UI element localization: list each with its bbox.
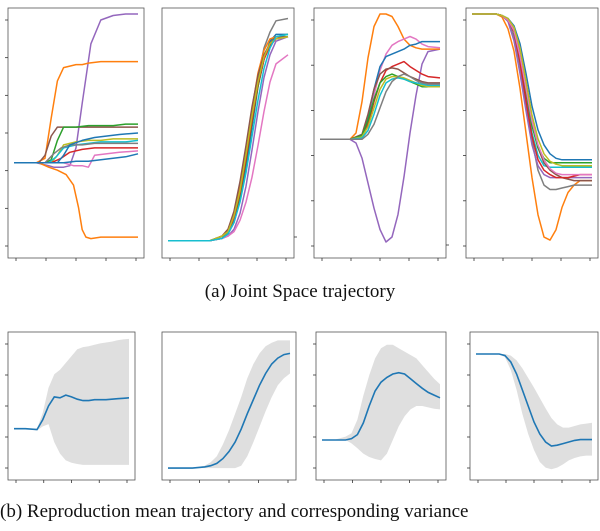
- mean-trajectory-line: [14, 394, 130, 431]
- chart-panel-a2: [161, 7, 297, 261]
- variance-band: [14, 338, 129, 465]
- trajectory-line-5: [472, 13, 592, 182]
- caption-reproduction: (b) Reproduction mean trajectory and cor…: [0, 501, 469, 522]
- chart-panel-b3: [313, 331, 447, 483]
- chart-panel-a4: [463, 7, 599, 261]
- trajectory-line-1: [168, 17, 289, 242]
- trajectory-line-8: [320, 75, 440, 141]
- plot-area: [14, 338, 130, 465]
- trajectory-line-4: [168, 33, 289, 242]
- trajectory-line-6: [320, 67, 440, 141]
- plot-area: [168, 17, 289, 242]
- trajectory-line-1: [320, 48, 441, 243]
- trajectory-line-1: [14, 13, 138, 168]
- trajectory-line-7: [320, 73, 440, 141]
- chart-panel-b4: [467, 331, 599, 483]
- chart-panel-a1: [5, 7, 145, 261]
- trajectory-line-8: [14, 147, 138, 164]
- trajectory-line-9: [14, 142, 138, 164]
- plot-area: [476, 353, 592, 470]
- trajectory-line-3: [168, 35, 288, 242]
- chart-panel-b1: [5, 331, 136, 483]
- trajectory-line-4: [472, 13, 592, 179]
- variance-band: [168, 340, 290, 469]
- trajectory-line-9: [168, 35, 289, 242]
- trajectory-line-9: [472, 13, 592, 176]
- plot-area: [14, 13, 139, 240]
- variance-band: [476, 354, 592, 470]
- mean-trajectory-line: [322, 371, 441, 441]
- plot-area: [168, 340, 291, 469]
- figure-canvas: [5, 7, 599, 483]
- trajectory-line-10: [472, 13, 592, 167]
- trajectory-line-1: [472, 13, 592, 241]
- trajectory-line-11: [14, 150, 139, 168]
- trajectory-line-2: [168, 33, 288, 242]
- trajectory-line-2: [320, 13, 440, 141]
- trajectory-line-7: [168, 35, 288, 242]
- plot-area: [322, 344, 441, 461]
- trajectory-line-5: [14, 123, 138, 164]
- caption-joint-space: (a) Joint Space trajectory: [204, 281, 396, 302]
- chart-panel-b2: [161, 331, 297, 483]
- trajectory-line-7: [472, 13, 592, 179]
- chart-panel-a3: [311, 7, 449, 261]
- trajectory-line-10: [320, 73, 440, 141]
- mean-trajectory-line: [168, 352, 291, 469]
- trajectory-line-8: [168, 54, 289, 242]
- mean-trajectory-line: [476, 353, 592, 447]
- axes-frame: [7, 7, 145, 259]
- plot-area: [472, 13, 592, 241]
- trajectory-line-10: [14, 132, 139, 164]
- trajectory-line-12: [14, 153, 139, 164]
- trajectory-line-9: [320, 77, 440, 141]
- trajectory-line-3: [14, 162, 138, 240]
- variance-band: [322, 344, 440, 461]
- plot-area: [320, 13, 441, 243]
- trajectory-line-10: [168, 33, 289, 242]
- trajectory-line-6: [168, 35, 289, 242]
- trajectory-line-5: [168, 35, 289, 242]
